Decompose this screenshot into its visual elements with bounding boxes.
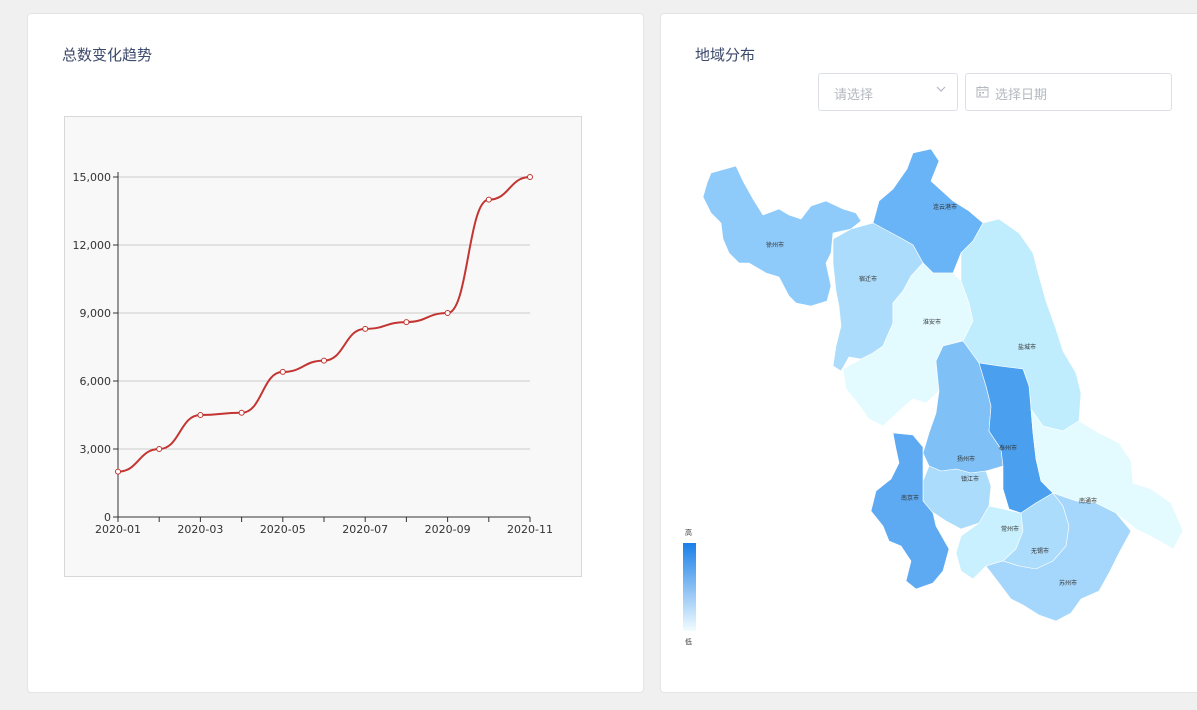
map-label-yancheng: 盐城市 bbox=[1018, 343, 1036, 351]
map-label-wuxi: 无锡市 bbox=[1031, 547, 1049, 555]
x-tick-label: 2020-07 bbox=[342, 523, 388, 536]
legend-low-label: 低 bbox=[685, 637, 692, 646]
date-picker-input[interactable]: 选择日期 bbox=[965, 73, 1172, 111]
series-line bbox=[117, 176, 531, 473]
data-point bbox=[238, 409, 245, 416]
y-tick-label: 6,000 bbox=[80, 375, 112, 388]
data-point bbox=[156, 446, 163, 452]
legend-color-bar[interactable] bbox=[683, 543, 696, 631]
map-legend: 高 低 bbox=[683, 528, 696, 646]
y-tick-label: 15,000 bbox=[73, 171, 112, 184]
data-point bbox=[321, 357, 327, 364]
chevron-down-icon bbox=[936, 86, 946, 92]
map-region-suzhou[interactable] bbox=[985, 492, 1132, 622]
y-tick-label: 0 bbox=[104, 511, 111, 524]
data-point bbox=[403, 319, 410, 326]
map-label-xuzhou: 徐州市 bbox=[766, 241, 784, 249]
data-point bbox=[279, 368, 286, 375]
trend-chart: 0 3,000 6,000 9,000 12,000 15,000 2020-01 2020-… bbox=[64, 116, 582, 577]
y-tick-label: 12,000 bbox=[73, 239, 112, 252]
jiangsu-map: 连云港市 徐州市 宿迁市 淮安市 盐城市 泰州市 扬州市 镇江市 南京市 南通市… bbox=[683, 148, 1184, 646]
trend-card: 总数变化趋势 0 3,000 6,000 9,000 12,000 15,000 2020-… bbox=[27, 13, 644, 693]
region-select[interactable]: 请选择 bbox=[818, 73, 958, 111]
data-point bbox=[485, 196, 492, 203]
map-card: 地域分布 请选择 选择日期 bbox=[660, 13, 1197, 693]
x-tick-label: 2020-05 bbox=[260, 523, 306, 536]
map-label-taizhou: 泰州市 bbox=[999, 444, 1017, 452]
map-label-lianyungang: 连云港市 bbox=[933, 203, 957, 211]
map-card-title: 地域分布 bbox=[695, 46, 756, 64]
data-point bbox=[115, 468, 121, 475]
x-tick-label: 2020-11 bbox=[507, 523, 553, 536]
date-picker-placeholder: 选择日期 bbox=[995, 88, 1048, 103]
map-label-suzhou: 苏州市 bbox=[1059, 579, 1077, 587]
map-region-xuzhou[interactable] bbox=[702, 165, 862, 307]
map-label-changzhou: 常州市 bbox=[1001, 525, 1019, 533]
calendar-icon bbox=[976, 86, 989, 98]
map-label-nanjing: 南京市 bbox=[901, 494, 919, 502]
map-label-huaian: 淮安市 bbox=[923, 318, 941, 326]
map-label-yangzhou: 扬州市 bbox=[957, 455, 975, 463]
legend-high-label: 高 bbox=[685, 528, 692, 537]
data-point bbox=[527, 174, 533, 180]
x-tick-label: 2020-01 bbox=[95, 523, 141, 536]
map-label-suqian: 宿迁市 bbox=[859, 275, 877, 283]
data-point bbox=[362, 325, 369, 332]
trend-card-title: 总数变化趋势 bbox=[62, 46, 153, 64]
data-point bbox=[444, 310, 451, 316]
x-tick-label: 2020-09 bbox=[425, 523, 471, 536]
map-region-labels: 连云港市 徐州市 宿迁市 淮安市 盐城市 泰州市 扬州市 镇江市 南京市 南通市… bbox=[766, 203, 1097, 587]
map-label-zhenjiang: 镇江市 bbox=[961, 475, 979, 483]
trend-chart-svg: 0 3,000 6,000 9,000 12,000 15,000 2020-01 2020-… bbox=[73, 171, 553, 536]
map-region-nantong[interactable] bbox=[1030, 407, 1184, 550]
map-region-nanjing[interactable] bbox=[870, 432, 950, 590]
x-tick-label: 2020-03 bbox=[177, 523, 223, 536]
map-regions bbox=[702, 148, 1184, 622]
data-point bbox=[197, 412, 204, 418]
map-label-nantong: 南通市 bbox=[1079, 497, 1097, 505]
y-tick-label: 3,000 bbox=[80, 443, 112, 456]
y-tick-label: 9,000 bbox=[80, 307, 112, 320]
region-select-placeholder: 请选择 bbox=[834, 88, 874, 103]
